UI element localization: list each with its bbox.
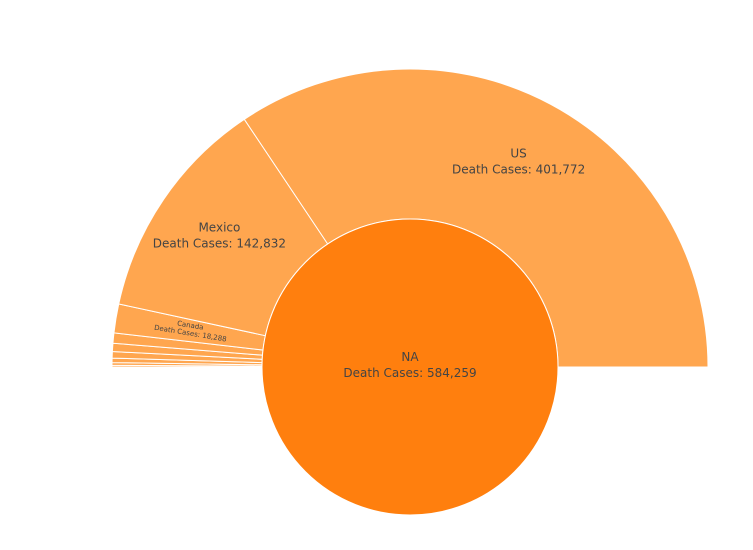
label-root-value: Death Cases: 584,259 [343, 366, 476, 380]
label-us-value: Death Cases: 401,772 [452, 163, 585, 177]
label-mexico-name: Mexico [198, 220, 240, 234]
label-us-name: US [510, 147, 526, 161]
segments-layer [111, 68, 709, 516]
label-root-name: NA [401, 350, 419, 364]
segment-root-na[interactable] [261, 218, 559, 516]
label-mexico-value: Death Cases: 142,832 [153, 236, 286, 250]
